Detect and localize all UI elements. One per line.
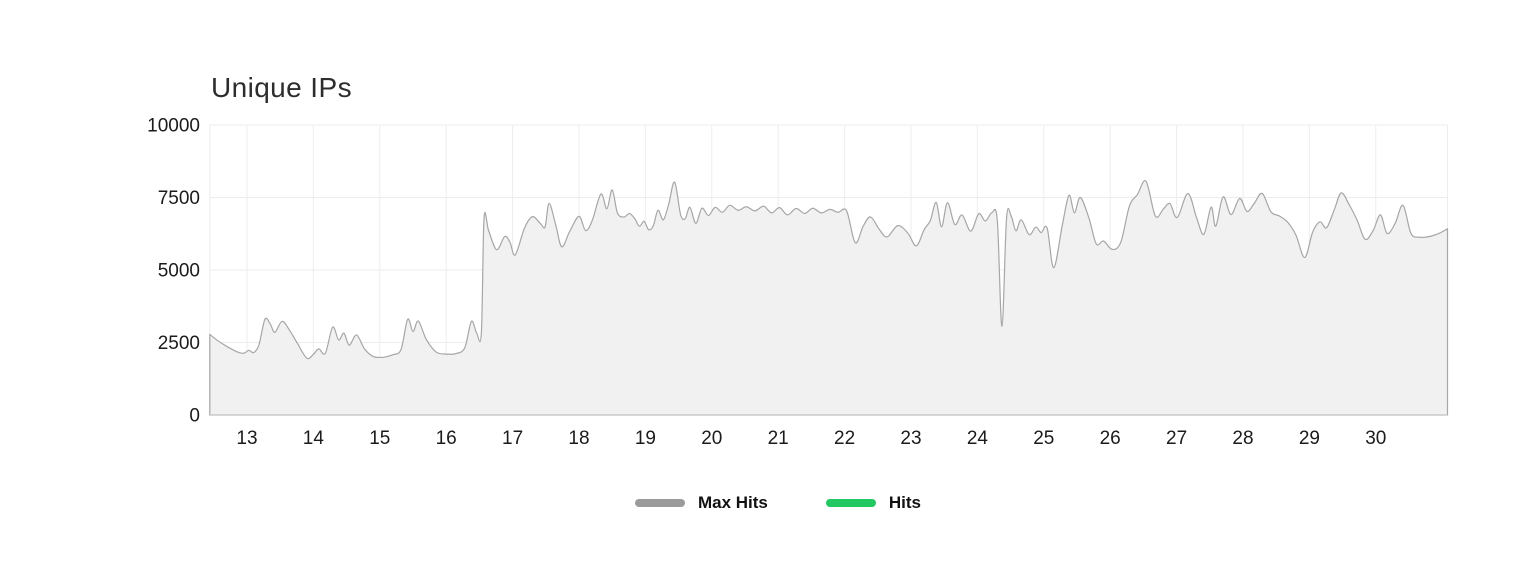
y-tick-label: 7500 — [158, 188, 200, 209]
x-tick-label: 23 — [900, 428, 921, 449]
max-hits-area-series — [209, 180, 1449, 416]
hits-swatch-icon — [825, 499, 876, 507]
chart-title: Unique IPs — [211, 72, 352, 103]
legend-item-max-hits[interactable]: Max Hits — [634, 493, 768, 513]
chart-canvas: 0 2500 5000 7500 10000 13 14 15 16 17 18 19 20 21 22 23… — [147, 116, 1449, 449]
y-tick-label: 10000 — [147, 116, 200, 137]
x-tick-label: 18 — [568, 428, 589, 449]
x-tick-label: 29 — [1299, 428, 1320, 449]
chart-legend: Max Hits Hits — [0, 493, 1524, 513]
legend-label-hits: Hits — [888, 493, 922, 512]
x-tick-label: 21 — [768, 428, 789, 449]
x-tick-label: 24 — [967, 428, 989, 449]
x-tick-label: 28 — [1232, 428, 1253, 449]
y-tick-label: 5000 — [158, 261, 200, 282]
x-tick-label: 26 — [1100, 428, 1121, 449]
y-tick-label: 2500 — [158, 333, 200, 354]
legend-item-hits[interactable]: Hits — [825, 493, 922, 513]
x-tick-label: 13 — [236, 428, 257, 449]
legend-label-max-hits: Max Hits — [697, 493, 768, 512]
x-tick-label: 19 — [635, 428, 656, 449]
x-tick-label: 30 — [1365, 428, 1386, 449]
x-tick-label: 20 — [701, 428, 722, 449]
x-tick-label: 27 — [1166, 428, 1187, 449]
y-tick-label: 0 — [189, 406, 200, 427]
x-tick-label: 17 — [502, 428, 523, 449]
x-tick-label: 15 — [369, 428, 390, 449]
x-tick-label: 14 — [303, 428, 325, 449]
x-tick-label: 16 — [436, 428, 457, 449]
max-hits-swatch-icon — [634, 499, 685, 507]
x-tick-label: 25 — [1033, 428, 1054, 449]
x-tick-label: 22 — [834, 428, 855, 449]
